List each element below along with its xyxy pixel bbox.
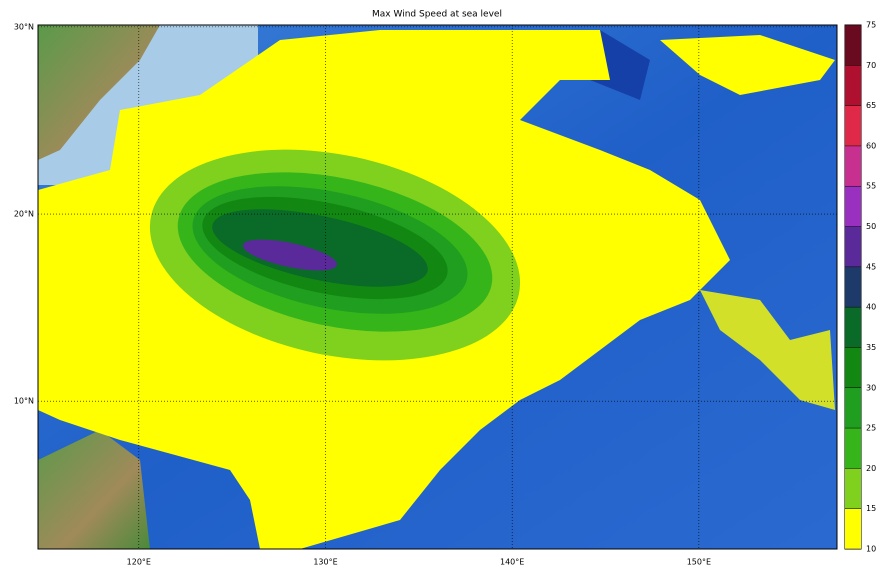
colorbar-segment [845, 186, 861, 227]
colorbar-label: 50 [866, 222, 876, 231]
colorbar-segment [845, 508, 861, 549]
colorbar-segment [845, 226, 861, 267]
colorbar-label: 55 [866, 182, 876, 191]
wind-patch [700, 290, 835, 410]
x-tick-label: 150°E [687, 558, 711, 567]
wind-contour [242, 239, 338, 271]
colorbar-label: 10 [866, 545, 876, 554]
wind-contour [212, 209, 428, 287]
colorbar-label: 15 [866, 504, 876, 513]
y-tick-label: 10°N [14, 397, 34, 406]
colorbar-label: 35 [866, 343, 876, 352]
colorbar-label: 40 [866, 303, 876, 312]
colorbar-segment [845, 266, 861, 308]
y-tick-label: 20°N [14, 210, 34, 219]
colorbar-segment [845, 25, 861, 66]
colorbar-segment [845, 307, 861, 348]
colorbar-segment [845, 65, 861, 106]
colorbar-segment [845, 387, 861, 429]
colorbar-label: 30 [866, 383, 876, 392]
colorbar-segment [845, 347, 861, 388]
colorbar-label: 70 [866, 61, 876, 70]
land-china [38, 25, 160, 160]
colorbar-segment [845, 468, 861, 509]
colorbar-segment [845, 105, 861, 146]
x-tick-label: 140°E [500, 558, 524, 567]
colorbar-label: 60 [866, 141, 876, 150]
land-borneo [38, 430, 150, 549]
colorbar-label: 65 [866, 101, 876, 110]
colorbar-segment [845, 145, 861, 187]
y-tick-label: 30°N [14, 22, 34, 31]
colorbar-label: 75 [866, 21, 876, 30]
x-tick-label: 130°E [313, 558, 337, 567]
colorbar-label: 45 [866, 262, 876, 271]
colorbar-label: 25 [866, 424, 876, 433]
map-frame [37, 24, 838, 550]
colorbar-segment [845, 428, 861, 469]
chart-title: Max Wind Speed at sea level [372, 10, 502, 20]
colorbar-label: 20 [866, 464, 876, 473]
map-area [38, 25, 837, 549]
x-tick-label: 120°E [127, 558, 151, 567]
wind-patch [660, 35, 835, 95]
